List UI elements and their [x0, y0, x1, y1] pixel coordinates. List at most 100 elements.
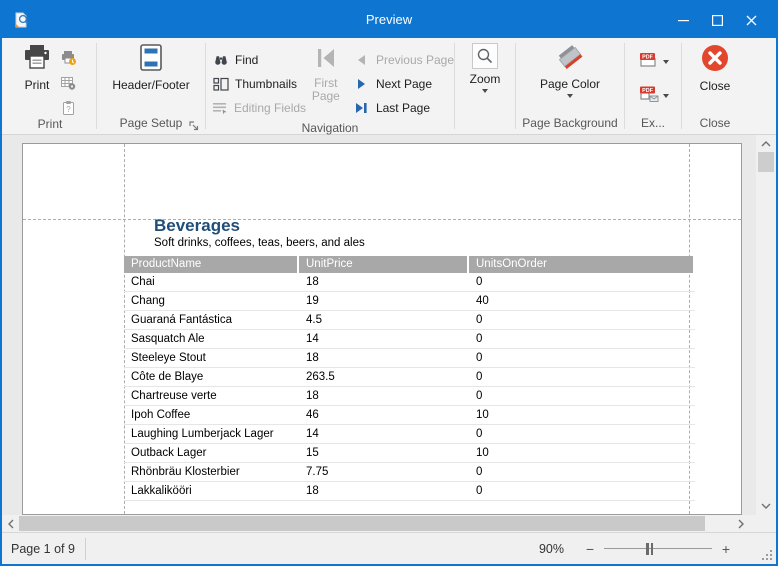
vertical-scrollbar[interactable]: [756, 135, 776, 515]
printer-icon: [22, 43, 52, 75]
editing-fields-button[interactable]: Editing Fields: [206, 96, 306, 120]
report-page: Beverages Soft drinks, coffees, teas, be…: [22, 143, 742, 515]
zoom-slider[interactable]: [604, 542, 712, 556]
cell-unit-price: 14: [306, 428, 319, 440]
close-preview-button[interactable]: Close: [700, 38, 730, 93]
horizontal-scroll-thumb[interactable]: [19, 516, 705, 531]
zoom-button[interactable]: Zoom: [470, 38, 500, 93]
cell-product-name: Sasquatch Ale: [131, 333, 205, 345]
header-footer-icon: [137, 43, 165, 75]
resize-grip[interactable]: [761, 549, 773, 561]
zoom-slider-track: [604, 547, 712, 549]
ribbon: Print: [2, 38, 776, 135]
cell-unit-price: 7.75: [306, 466, 329, 478]
app-icon: [12, 11, 30, 29]
grid-settings-icon: [60, 77, 75, 90]
header-footer-label: Header/Footer: [112, 78, 190, 92]
group-separator: [515, 43, 516, 129]
cell-unit-price: 14: [306, 333, 319, 345]
chevron-down-icon: [663, 94, 669, 98]
cell-units-on-order: 10: [476, 447, 489, 459]
cell-units-on-order: 40: [476, 295, 489, 307]
zoom-in-button[interactable]: +: [721, 540, 731, 557]
thumbnails-icon: [212, 77, 229, 92]
print-group-label: Print: [37, 117, 63, 131]
zoom-slider-thumb[interactable]: [646, 542, 654, 555]
clipboard-help-icon: ?: [62, 101, 74, 115]
table-row: Rhönbräu Klosterbier 7.75 0: [124, 463, 695, 482]
ribbon-group-navigation: Find Thumbnails: [206, 38, 454, 135]
horizontal-scrollbar[interactable]: [2, 515, 756, 532]
export-group-label: Ex...: [640, 116, 665, 130]
header-footer-button[interactable]: Header/Footer: [112, 38, 190, 92]
table-row: Outback Lager 15 10: [124, 444, 695, 463]
svg-text:PDF: PDF: [642, 54, 653, 60]
thumbnails-button[interactable]: Thumbnails: [206, 72, 304, 96]
group-separator: [454, 43, 455, 129]
preview-area: Beverages Soft drinks, coffees, teas, be…: [2, 135, 776, 532]
margin-line-top: [23, 219, 741, 220]
cell-units-on-order: 0: [476, 466, 483, 478]
chevron-left-icon: [8, 519, 14, 528]
page-color-button[interactable]: Page Color: [540, 38, 600, 98]
cell-product-name: Laughing Lumberjack Lager: [131, 428, 274, 440]
minimize-button[interactable]: [666, 6, 700, 34]
cell-unit-price: 18: [306, 485, 319, 497]
maximize-button[interactable]: [700, 6, 734, 34]
table-row: Laughing Lumberjack Lager 14 0: [124, 425, 695, 444]
close-window-button[interactable]: [734, 6, 768, 34]
page-indicator: Page 1 of 9: [11, 541, 75, 556]
cell-unit-price: 18: [306, 390, 319, 402]
report-subtitle: Soft drinks, coffees, teas, beers, and a…: [154, 237, 365, 249]
next-page-button[interactable]: Next Page: [347, 72, 454, 96]
dialog-launcher-icon: [189, 121, 199, 131]
cell-units-on-order: 0: [476, 352, 483, 364]
quick-print-button[interactable]: [58, 50, 78, 66]
column-header-product-name: ProductName: [124, 256, 297, 273]
find-button[interactable]: Find: [206, 48, 304, 72]
zoom-out-button[interactable]: −: [585, 540, 595, 557]
next-page-label: Next Page: [375, 77, 432, 91]
page-setup-dialog-launcher[interactable]: [188, 119, 200, 131]
first-page-button[interactable]: First Page: [309, 38, 343, 103]
cell-product-name: Outback Lager: [131, 447, 207, 459]
svg-text:PDF: PDF: [642, 88, 653, 94]
thumbnails-label: Thumbnails: [235, 77, 298, 91]
chevron-down-icon: [482, 89, 488, 93]
print-options-button[interactable]: [58, 75, 78, 91]
page-color-icon: [554, 43, 586, 74]
export-pdf-icon: PDF: [637, 51, 659, 74]
cell-unit-price: 19: [306, 295, 319, 307]
table-row: Steeleye Stout 18 0: [124, 349, 695, 368]
ribbon-group-export: PDF PDF: [625, 38, 681, 134]
scroll-up-button[interactable]: [756, 137, 776, 151]
column-header-units-on-order: UnitsOnOrder: [469, 256, 693, 273]
chevron-right-icon: [738, 519, 744, 528]
chevron-down-icon: [663, 60, 669, 64]
minimize-icon: [677, 19, 689, 21]
table-header-row: ProductName UnitPrice UnitsOnOrder: [124, 256, 695, 273]
first-page-label: First Page: [311, 76, 340, 103]
cell-product-name: Guaraná Fantástica: [131, 314, 233, 326]
table-row: Chang 19 40: [124, 292, 695, 311]
send-pdf-email-icon: PDF: [637, 85, 659, 108]
scroll-down-button[interactable]: [756, 499, 776, 513]
document-properties-button[interactable]: ?: [58, 100, 78, 116]
next-page-icon: [353, 78, 370, 90]
scroll-right-button[interactable]: [732, 515, 750, 532]
cell-product-name: Lakkalikööri: [131, 485, 192, 497]
print-button[interactable]: Print: [22, 38, 52, 92]
column-header-unit-price: UnitPrice: [299, 256, 467, 273]
send-pdf-email-button[interactable]: PDF: [637, 84, 669, 108]
previous-page-button[interactable]: Previous Page: [347, 48, 454, 72]
ribbon-group-zoom: Zoom: [455, 38, 515, 134]
cell-unit-price: 4.5: [306, 314, 322, 326]
page-background-group-label: Page Background: [522, 116, 618, 130]
close-icon: [746, 15, 756, 25]
last-page-button[interactable]: Last Page: [347, 96, 454, 120]
cell-units-on-order: 0: [476, 314, 483, 326]
vertical-scroll-thumb[interactable]: [758, 152, 774, 172]
scroll-left-button[interactable]: [4, 515, 18, 532]
export-to-pdf-button[interactable]: PDF: [637, 50, 669, 74]
cell-units-on-order: 0: [476, 485, 483, 497]
